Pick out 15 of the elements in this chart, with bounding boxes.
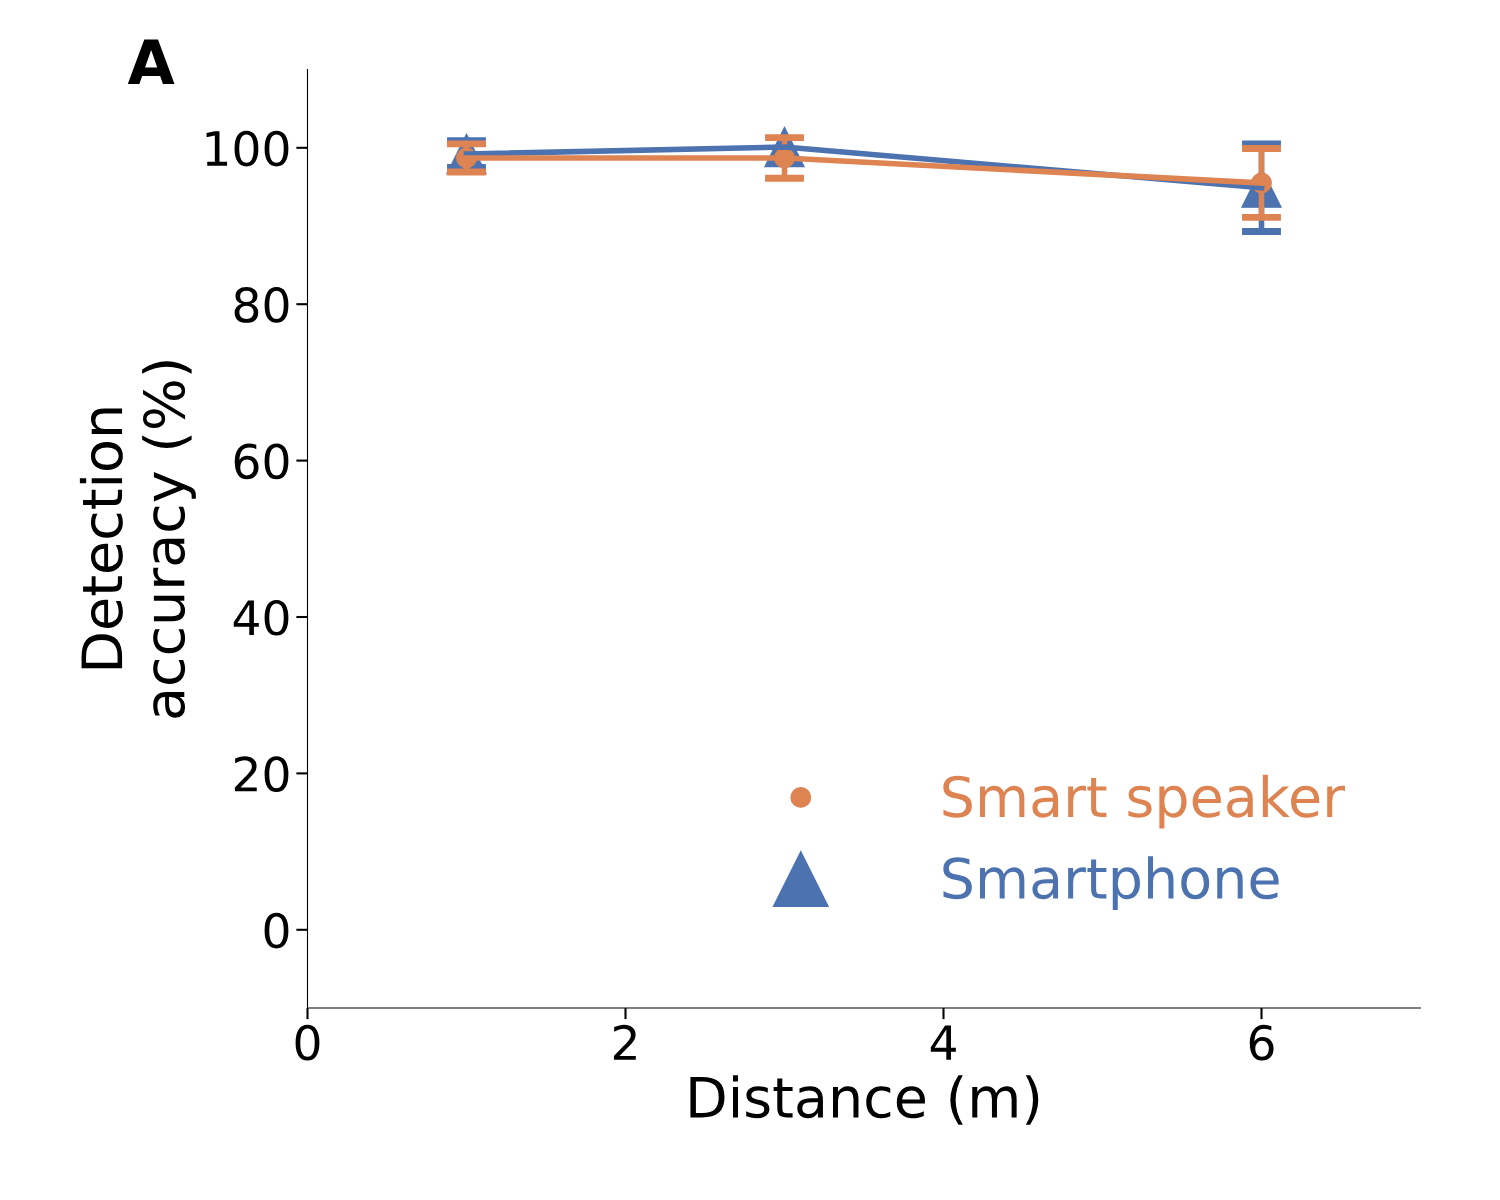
x-tick-label: 6 [1249,1024,1274,1061]
x-tick-label: 2 [613,1024,636,1060]
y-tick-label: 20 [234,756,289,793]
y-tick-label: 60 [234,443,289,480]
y-tick-label: 100 [206,130,289,167]
legend-label: Smartphone [943,856,1279,910]
x-tick-label: 0 [295,1024,320,1061]
x-tick-label: 4 [930,1025,956,1060]
chart-title: A [127,39,175,84]
y-axis-title: Detection accuracy (%) [79,361,196,718]
x-axis-title: Distance (m) [690,1075,1039,1125]
y-tick-label: 80 [234,287,289,323]
legend-label: Smart speaker [943,774,1345,829]
y-tick-label: 40 [233,599,289,636]
y-tick-label: 0 [264,912,289,949]
